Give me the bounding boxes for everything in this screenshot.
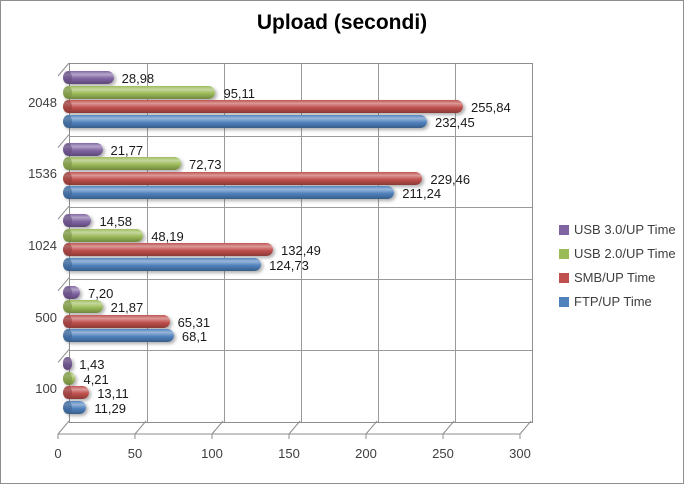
bar-end-cap	[63, 400, 72, 414]
legend-item-usb-2-0-up-time: USB 2.0/UP Time	[559, 246, 676, 261]
legend-swatch-icon	[559, 224, 569, 235]
gridline-200	[378, 64, 379, 422]
x-axis-label-250: 250	[432, 446, 454, 461]
x-axis-label-0: 0	[54, 446, 62, 461]
bar-smb-up-time-1024	[63, 243, 274, 257]
bar-end-cap	[63, 314, 72, 328]
legend-label: FTP/UP Time	[574, 294, 652, 309]
gridline-150	[301, 64, 302, 422]
bar-value-label: 211,24	[402, 186, 442, 202]
bar-usb-3-0-up-time-1024	[63, 214, 92, 228]
bar-value-label: 255,84	[470, 100, 511, 115]
legend-label: SMB/UP Time	[574, 270, 656, 285]
bar-end-cap	[63, 228, 72, 242]
chart-title: Upload (secondi)	[256, 11, 428, 34]
bar-end-cap	[63, 257, 72, 271]
legend-item-ftp-up-time: FTP/UP Time	[559, 294, 676, 309]
category-separator	[70, 207, 532, 209]
bar-usb-3-0-up-time-500	[63, 285, 81, 299]
legend-swatch-icon	[559, 272, 569, 283]
bar-value-label: 1,43	[79, 357, 105, 373]
x-axis-label-50: 50	[127, 446, 143, 461]
bar-ftp-up-time-1024	[63, 257, 262, 271]
bar-ftp-up-time-500	[63, 329, 174, 343]
legend-label: USB 2.0/UP Time	[574, 246, 676, 261]
gridline-50	[147, 64, 148, 422]
bar-end-cap	[63, 371, 72, 385]
bar-smb-up-time-1536	[63, 171, 423, 185]
bar-value-label: 68,1	[181, 329, 208, 345]
y-axis-label-500: 500	[35, 309, 57, 325]
bar-end-cap	[63, 142, 72, 156]
bar-value-label: 7,20	[88, 285, 114, 301]
y-axis-label-1024: 1024	[28, 238, 57, 253]
bar-smb-up-time-500	[63, 314, 170, 328]
bar-value-label: 48,19	[151, 228, 184, 244]
y-axis-label-100: 100	[35, 381, 57, 397]
legend: USB 3.0/UP Time USB 2.0/UP Time SMB/UP Tim…	[559, 222, 676, 319]
bar-value-label: 28,98	[121, 71, 155, 86]
bar-end-cap	[63, 285, 72, 299]
category-separator	[70, 278, 532, 280]
bar-ftp-up-time-100	[63, 400, 87, 414]
bar-value-label: 14,58	[99, 214, 132, 230]
bar-value-label: 229,46	[430, 171, 471, 187]
bar-usb-2-0-up-time-2048	[63, 85, 216, 99]
legend-swatch-icon	[559, 296, 569, 307]
category-separator	[70, 350, 532, 352]
x-axis-label-100: 100	[201, 446, 223, 461]
gridline-100	[224, 64, 225, 422]
x-axis-label-200: 200	[355, 446, 377, 461]
bar-end-cap	[63, 357, 72, 371]
legend-swatch-icon	[559, 248, 569, 259]
bar-value-label: 124,73	[269, 257, 309, 273]
bar-usb-2-0-up-time-100	[63, 371, 76, 385]
bar-value-label: 13,11	[97, 386, 129, 402]
bar-end-cap	[63, 114, 72, 128]
legend-label: USB 3.0/UP Time	[574, 222, 676, 237]
bar-value-label: 232,45	[434, 114, 475, 130]
bar-end-cap	[63, 85, 72, 99]
y-axis-label-2048: 2048	[28, 94, 57, 110]
bar-end-cap	[63, 71, 72, 84]
bar-ftp-up-time-2048	[63, 114, 427, 128]
bar-value-label: 72,73	[189, 157, 222, 173]
floor-left-slant	[57, 420, 70, 435]
bar-smb-up-time-2048	[63, 100, 463, 113]
bar-usb-2-0-up-time-1024	[63, 228, 144, 242]
bar-end-cap	[63, 386, 72, 400]
bar-end-cap	[63, 214, 72, 228]
y-axis-labels: 2048 1536 1024 500 100	[5, 63, 57, 421]
bar-value-label: 11,29	[94, 400, 126, 416]
bar-value-label: 21,77	[110, 142, 144, 158]
y-axis-label-1536: 1536	[28, 166, 57, 182]
bar-usb-2-0-up-time-500	[63, 300, 103, 314]
bar-usb-3-0-up-time-1536	[63, 142, 103, 156]
bar-ftp-up-time-1536	[63, 186, 395, 200]
gridline-250	[455, 64, 456, 422]
bar-value-label: 4,21	[83, 371, 109, 387]
bar-end-cap	[63, 243, 72, 257]
bar-value-label: 65,31	[177, 314, 211, 330]
category-separator	[70, 135, 532, 137]
legend-item-smb-up-time: SMB/UP Time	[559, 270, 676, 285]
bar-value-label: 21,87	[110, 300, 144, 316]
bar-usb-2-0-up-time-1536	[63, 157, 181, 171]
x-axis-label-150: 150	[278, 446, 300, 461]
bar-end-cap	[63, 300, 72, 314]
bar-smb-up-time-100	[63, 386, 90, 400]
bar-usb-3-0-up-time-2048	[63, 71, 114, 84]
x-axis-label-300: 300	[509, 446, 531, 461]
bar-usb-3-0-up-time-100	[63, 357, 72, 371]
bar-value-label: 132,49	[281, 243, 321, 259]
bar-end-cap	[63, 171, 72, 185]
bar-value-label: 95,11	[223, 85, 256, 101]
bar-end-cap	[63, 186, 72, 200]
legend-item-usb-3-0-up-time: USB 3.0/UP Time	[559, 222, 676, 237]
bar-end-cap	[63, 100, 72, 113]
bar-end-cap	[63, 329, 72, 343]
bar-end-cap	[63, 157, 72, 171]
